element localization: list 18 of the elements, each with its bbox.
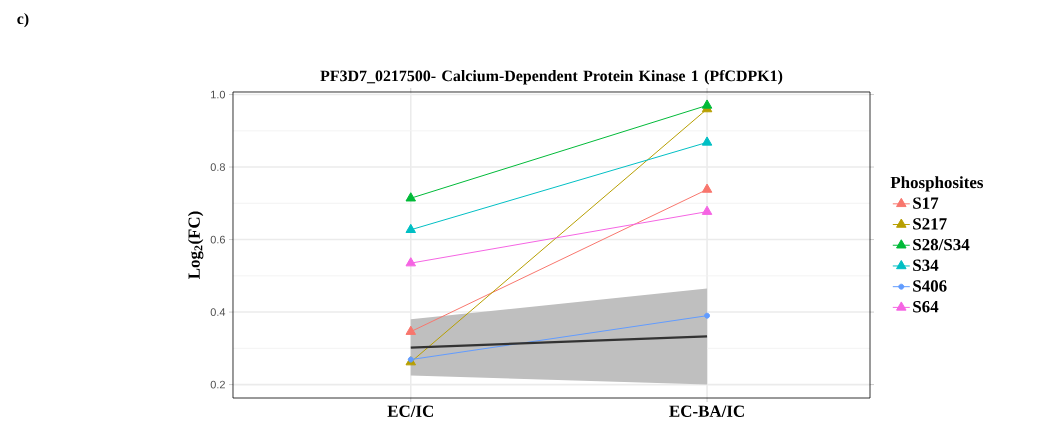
x-tick-label: EC-BA/IC xyxy=(669,405,744,417)
x-tick-label: EC/IC xyxy=(387,405,433,417)
y-axis-title: Log$_{2}$(FC) xyxy=(187,211,204,279)
legend-label: S217 xyxy=(913,218,947,230)
point xyxy=(704,312,711,319)
y-tick-label: 1.0 xyxy=(211,90,226,99)
y-tick-label: 0.6 xyxy=(210,235,225,244)
y-tick-label: 0.8 xyxy=(210,163,225,171)
y-tick-label: 0.2 xyxy=(210,380,225,389)
chart-title: PF3D7_0217500- Calcium-Dependent Protein Kinase 1 (PfCDPK1) xyxy=(320,69,783,85)
legend-label: S28/S34 xyxy=(913,238,970,251)
legend-label: S34 xyxy=(913,259,939,271)
legend-label: S64 xyxy=(913,301,939,313)
legend-label: S17 xyxy=(913,197,939,209)
legend-title: Phosphosites xyxy=(890,176,984,192)
legend-label: S406 xyxy=(913,280,947,292)
y-tick-label: 0.4 xyxy=(210,308,226,316)
text: c) xyxy=(17,12,29,28)
